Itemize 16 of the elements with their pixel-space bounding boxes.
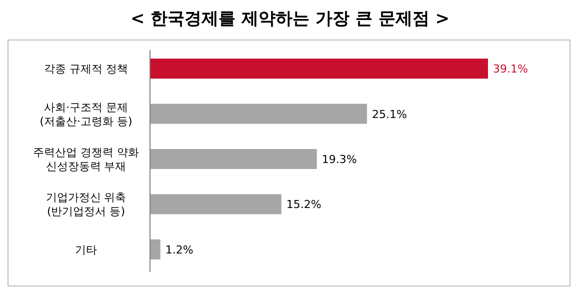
y-tick-label: 기타	[75, 243, 97, 256]
bar	[150, 149, 317, 169]
bar	[150, 104, 367, 124]
y-tick-label: 사회·구조적 문제 (저출산·고령화 등)	[40, 100, 132, 128]
y-tick-label: 기업가정신 위축 (반기업정서 등)	[46, 191, 126, 218]
data-label: 1.2%	[165, 243, 194, 256]
chart-title: < 한국경제를 제약하는 가장 큰 문제점 >	[130, 9, 450, 29]
bar	[150, 239, 160, 260]
data-label: 25.1%	[372, 108, 407, 121]
data-label: 15.2%	[286, 198, 322, 212]
bar	[150, 58, 488, 79]
data-label: 19.3%	[322, 153, 357, 166]
bar	[150, 194, 282, 214]
y-tick-label: 주력산업 경쟁력 약화 신성장동력 부재	[33, 146, 139, 173]
y-tick-label: 각종 규제적 정책	[44, 62, 128, 76]
data-label: 39.1%	[493, 62, 528, 76]
